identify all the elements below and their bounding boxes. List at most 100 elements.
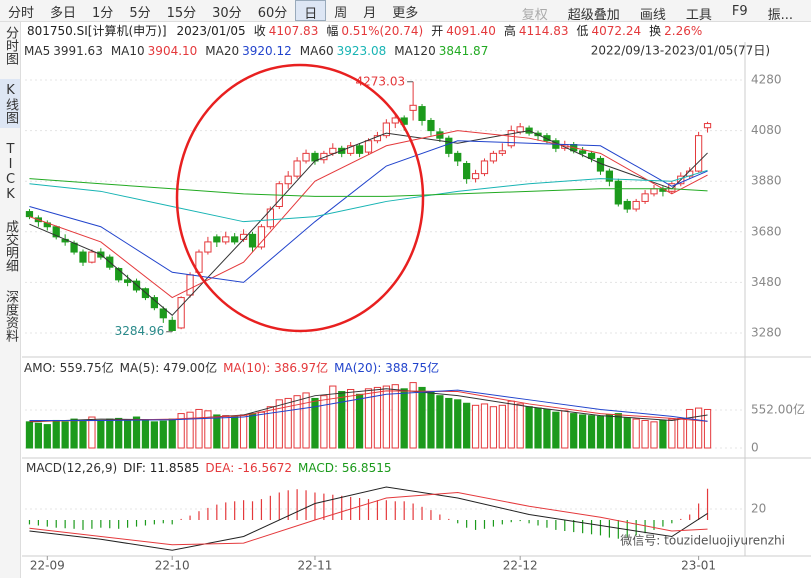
volume-bar [52,419,60,449]
candle-body [248,233,257,248]
volume-bar [239,414,248,449]
volume-bar [445,397,453,449]
candle-body [579,150,587,154]
period-button[interactable]: 更多 [392,6,419,21]
side-tab[interactable]: K线图 [0,79,20,128]
quote-label: 高 [504,23,516,38]
volume-bar [204,410,212,449]
period-button[interactable]: 周 [334,6,348,21]
candle-body [543,135,551,142]
y-tick-label: 3480 [751,275,782,289]
candle-body [703,123,712,129]
period-button[interactable]: 15分 [166,6,197,21]
candle-body [605,170,614,182]
tool-button[interactable]: F9 [731,4,748,19]
volume-bar [61,421,69,449]
candle-body [516,126,524,133]
ma-name: MA120 [394,44,435,58]
candle-body [382,122,390,137]
y-tick-label: 4080 [751,123,782,137]
volume-bar [347,388,355,449]
volume-bar [668,418,676,449]
sidebar: 分时图 K线图 TICK 成交明细深度资料 [0,22,21,578]
candle-body [168,319,176,331]
ma-value: 3991.63 [53,44,103,58]
candle-body [507,130,515,147]
candle-body [123,279,132,283]
volume-bar [623,417,631,449]
ma-name: MA10 [111,44,145,58]
volume-bar [257,411,266,449]
volume-bar [561,410,569,449]
side-tab[interactable]: 分时图 [3,26,18,65]
candle-body [222,236,230,243]
candle-body [257,226,266,248]
volume-bar [25,421,34,449]
candle-body [471,173,480,180]
side-tab[interactable]: 成交明细 [3,220,18,272]
annotation: 3284.96 [115,324,165,338]
quote-value: 4114.83 [519,24,569,38]
volume-bar [498,404,506,449]
volume-bar [159,420,167,449]
period-button[interactable]: 60分 [257,6,288,21]
candle-body [632,200,640,210]
date: 2023/01/05 [177,24,246,38]
candle-body [355,145,364,154]
ma-line [29,130,708,299]
volume-bar [275,399,283,449]
quote-label: 收 [254,24,266,38]
period-button[interactable]: 30分 [212,6,242,21]
quote-value: 4072.24 [591,24,641,38]
candle-body [623,200,631,210]
quote-label: 幅 [326,23,338,38]
period-button[interactable]: 分时 [8,6,35,21]
candle-body [391,117,399,124]
quote-label: 低 [576,24,588,38]
x-tick-label: 23-01 [681,559,716,573]
tool-button[interactable]: 工具 [685,8,712,23]
candle-body [231,236,239,243]
volume-bar [543,408,551,449]
macd-legend: MACD(12,26,9) DIF: 11.8585 DEA: -16.5672 MA… [26,461,391,475]
volume-bar [329,385,337,449]
quote-value: 2.26% [664,24,702,38]
candle-body [498,150,506,154]
volume-bar [570,413,578,449]
period-button[interactable]: 多日 [50,6,77,21]
period-button[interactable]: 1分 [92,6,114,21]
side-tab[interactable]: TICK [3,142,18,202]
volume-bar [373,386,382,449]
x-tick-label: 22-11 [298,559,333,573]
volume-bar [97,419,105,449]
volume-bar [596,415,605,449]
volume-bar [222,415,230,449]
tool-button[interactable]: 超级叠加 [567,8,620,23]
tool-button[interactable]: 复权 [521,8,548,23]
macd-line-name: DEA: -16.5672 [205,461,292,475]
volume-legend: AMO: 559.75亿 MA(5): 479.00亿 MA(10): 386.97… [24,360,439,375]
ma-value: 3923.08 [337,44,387,58]
period-button[interactable]: 日 [295,0,327,22]
volume-bar [123,419,132,449]
volume-bar [248,413,257,449]
volume-bar [186,411,194,449]
ma-name: MA60 [300,44,334,58]
period-button[interactable]: 5分 [129,6,151,21]
volume-bar [43,424,51,449]
x-tick-label: 22-10 [155,559,190,573]
macd-tick-label: 20 [751,502,766,516]
volume-bar [659,419,667,449]
period-button[interactable]: 月 [363,6,377,21]
quote-value: 0.51%(20.74) [341,24,423,38]
candle-body [88,251,96,263]
candle-body [302,152,310,162]
volume-bar [266,406,274,449]
volume-bar [587,415,596,449]
volume-bar [213,414,221,449]
tool-button[interactable]: 画线 [639,8,666,23]
volume-bar [400,388,408,449]
side-tab[interactable]: 深度资料 [3,290,18,342]
volume-bar [703,408,712,449]
tool-button[interactable]: 振... [767,8,793,23]
